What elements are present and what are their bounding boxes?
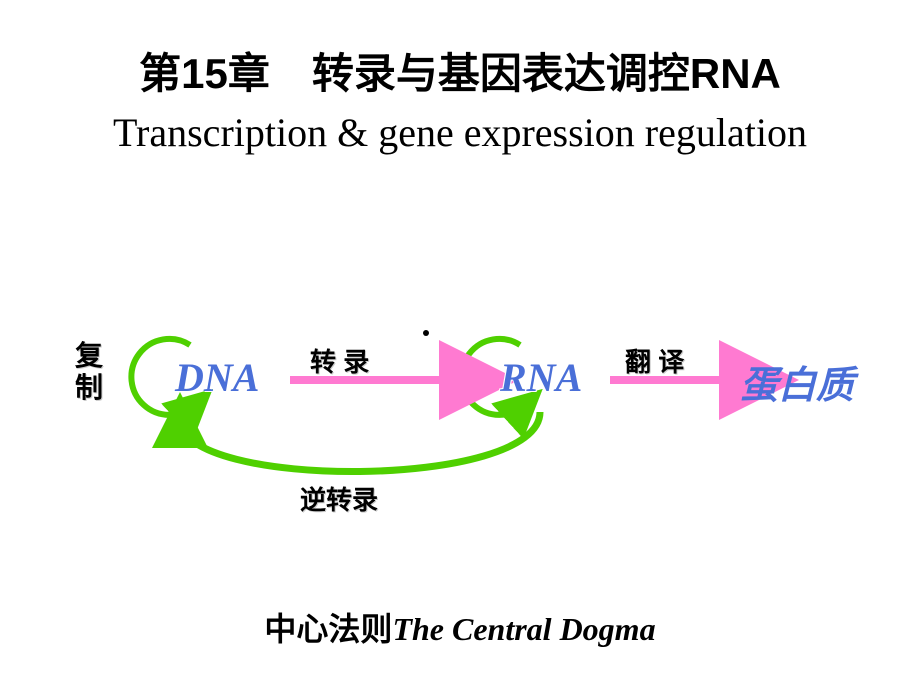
caption-english: The Central Dogma (392, 611, 655, 647)
dna-node: DNA (175, 354, 259, 401)
rna-node: RNA (500, 354, 582, 401)
caption: 中心法则The Central Dogma (0, 604, 920, 650)
transcription-label: 转 录 (310, 342, 369, 379)
protein-node: 蛋白质 (740, 354, 854, 409)
replication-label: 复 制 (75, 340, 103, 404)
translation-label: 翻 译 (625, 342, 684, 379)
central-dogma-diagram: 复 制 DNA 转 录 RNA 翻 译 蛋白质 逆转录 (0, 330, 920, 530)
caption-chinese: 中心法则 (264, 611, 392, 647)
reverse-transcription-label: 逆转录 (300, 480, 378, 517)
